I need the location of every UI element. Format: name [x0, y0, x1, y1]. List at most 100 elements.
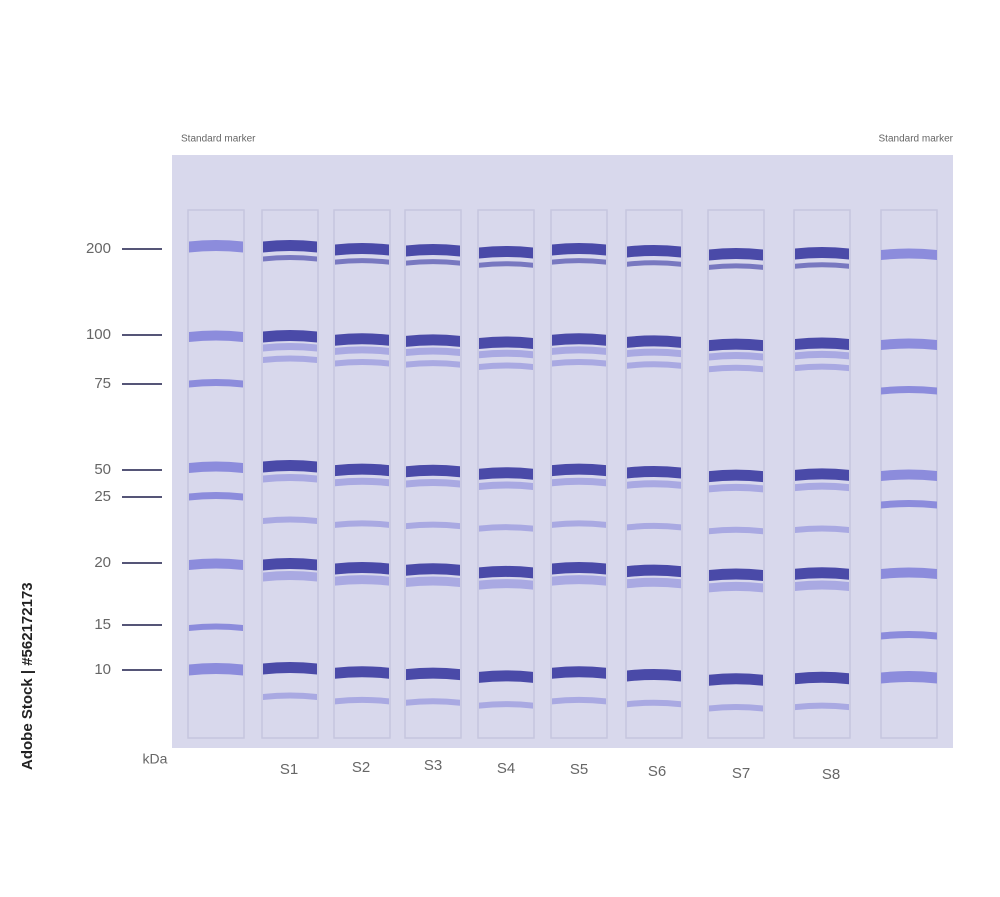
- band: [552, 561, 606, 575]
- ladder-label: 50: [94, 461, 111, 478]
- band: [406, 259, 460, 266]
- band: [479, 701, 533, 709]
- band: [709, 351, 763, 361]
- band: [189, 492, 243, 501]
- band: [552, 520, 606, 528]
- band: [795, 468, 849, 481]
- band: [627, 564, 681, 578]
- lane: [333, 209, 391, 739]
- band: [335, 561, 389, 575]
- band: [709, 568, 763, 582]
- band: [479, 467, 533, 480]
- band: [552, 575, 606, 586]
- lane: [793, 209, 851, 739]
- lane: [625, 209, 683, 739]
- band: [406, 698, 460, 706]
- band: [709, 364, 763, 373]
- band: [552, 258, 606, 265]
- band: [263, 662, 317, 675]
- band: [335, 463, 389, 477]
- band: [479, 565, 533, 579]
- band: [479, 261, 533, 268]
- band: [552, 358, 606, 367]
- band: [795, 702, 849, 711]
- band: [627, 577, 681, 589]
- band: [335, 477, 389, 487]
- band: [335, 346, 389, 355]
- ladder-label: 75: [94, 375, 111, 392]
- band: [189, 240, 243, 253]
- band: [189, 663, 243, 676]
- band: [795, 350, 849, 360]
- watermark: Adobe Stock | #562172173: [19, 582, 36, 770]
- band: [795, 337, 849, 351]
- band: [709, 248, 763, 261]
- sample-label: S4: [497, 760, 515, 777]
- band: [552, 477, 606, 487]
- band: [263, 692, 317, 700]
- band: [406, 478, 460, 488]
- band: [263, 343, 317, 352]
- band: [263, 255, 317, 262]
- lane: [707, 209, 765, 739]
- band: [406, 576, 460, 587]
- band: [335, 358, 389, 367]
- sample-label: S8: [822, 766, 840, 783]
- band: [709, 673, 763, 686]
- band: [263, 474, 317, 483]
- band: [335, 520, 389, 528]
- band: [552, 463, 606, 477]
- lane: [477, 209, 535, 739]
- band: [552, 333, 606, 346]
- band: [552, 243, 606, 256]
- lane: [187, 209, 245, 739]
- band: [795, 567, 849, 580]
- band: [406, 667, 460, 681]
- band: [627, 348, 681, 358]
- band: [335, 333, 389, 346]
- band: [552, 666, 606, 679]
- band: [627, 260, 681, 267]
- band: [881, 469, 937, 481]
- band: [552, 696, 606, 705]
- ladder-label: 100: [86, 326, 111, 343]
- ladder-label: 20: [94, 554, 111, 571]
- band: [406, 360, 460, 368]
- sample-label: S7: [732, 765, 750, 782]
- band: [406, 521, 460, 530]
- band: [795, 363, 849, 372]
- band: [479, 362, 533, 370]
- lane: [261, 209, 319, 739]
- sample-label: S5: [570, 761, 588, 778]
- band: [263, 558, 317, 571]
- band: [881, 567, 937, 579]
- band: [189, 461, 243, 473]
- band: [263, 355, 317, 363]
- sample-label: S6: [648, 763, 666, 780]
- band: [709, 581, 763, 593]
- band: [263, 330, 317, 343]
- band: [627, 361, 681, 369]
- band: [189, 379, 243, 388]
- band: [795, 482, 849, 492]
- band: [709, 338, 763, 352]
- band: [406, 244, 460, 257]
- band: [709, 483, 763, 493]
- lane: [404, 209, 462, 739]
- band: [335, 258, 389, 265]
- band: [795, 580, 849, 592]
- band: [406, 334, 460, 347]
- band: [479, 336, 533, 349]
- band: [627, 699, 681, 708]
- band: [479, 524, 533, 532]
- band: [189, 623, 243, 631]
- band: [709, 263, 763, 270]
- band: [263, 516, 317, 524]
- band: [335, 243, 389, 256]
- band: [335, 575, 389, 586]
- ladder-label: 200: [86, 240, 111, 257]
- band: [552, 346, 606, 355]
- band: [627, 522, 681, 531]
- ladder-label: 10: [94, 661, 111, 678]
